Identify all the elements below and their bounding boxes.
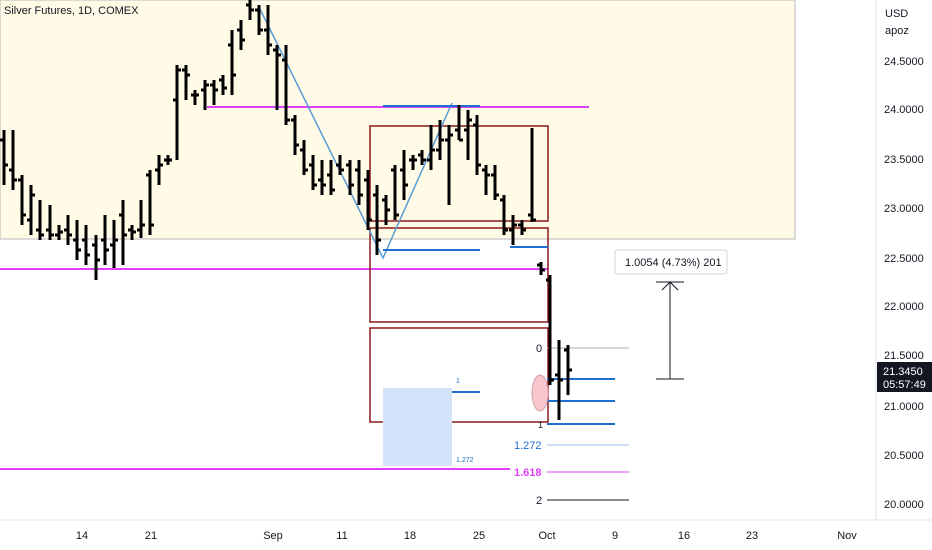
time-axis-label: 21: [145, 530, 157, 542]
price-axis-label: 21.5000: [884, 350, 924, 362]
price-axis-label: 23.5000: [884, 154, 924, 166]
fib-small-label-1272: 1.272: [456, 457, 474, 464]
fib-label-1272: 1.272: [514, 440, 542, 452]
range-box-bottom: [369, 327, 549, 423]
price-axis-label: 24.5000: [884, 56, 924, 68]
time-axis-label: 18: [404, 530, 416, 542]
price-axis[interactable]: 24.5000 24.0000 23.5000 23.0000 22.5000 22.00…: [884, 56, 924, 511]
fib-extension-area: [383, 388, 452, 466]
current-price-tag: [877, 362, 932, 392]
range-box-middle: [369, 227, 549, 323]
time-axis-label: Sep: [263, 530, 283, 542]
chart-title: Silver Futures, 1D, COMEX: [4, 5, 139, 17]
time-axis-label: 11: [336, 530, 347, 542]
countdown-timer: 05:57:49: [883, 379, 926, 391]
supply-zone: [0, 0, 796, 240]
ohlc-bars: [0, 0, 572, 420]
price-axis-label: 23.0000: [884, 203, 924, 215]
fib-small-label-1: 1: [456, 378, 460, 385]
user-label: apoz: [885, 25, 909, 37]
time-axis-label: 23: [746, 530, 758, 542]
time-axis[interactable]: 14 21 Sep 11 18 25 Oct 9 16 23 Nov: [76, 530, 857, 542]
currency-selector[interactable]: USD apoz: [885, 6, 909, 40]
time-axis-label: Nov: [837, 530, 857, 542]
fib-label-0: 0: [536, 343, 542, 355]
time-axis-label: 14: [76, 530, 88, 542]
measure-label-box[interactable]: [614, 249, 728, 275]
time-axis-label: 25: [473, 530, 485, 542]
time-axis-label: Oct: [538, 530, 555, 542]
currency-label: USD: [885, 8, 909, 20]
fib-label-2: 2: [536, 495, 542, 507]
measure-label: 1.0054 (4.73%) 201: [625, 257, 722, 269]
fib-label-1: 1: [538, 420, 543, 430]
price-axis-label: 20.0000: [884, 499, 924, 511]
fib-label-1618: 1.618: [514, 467, 542, 479]
price-axis-label: 20.5000: [884, 450, 924, 462]
price-axis-label: 22.5000: [884, 253, 924, 265]
trend-line: [257, 4, 453, 260]
price-axis-label: 24.0000: [884, 104, 924, 116]
price-axis-label: 22.0000: [884, 301, 924, 313]
current-price: 21.3450: [883, 366, 923, 378]
highlight-ellipse: [531, 374, 549, 412]
price-axis-label: 21.0000: [884, 401, 924, 413]
time-axis-label: 9: [612, 530, 618, 542]
time-axis-label: 16: [678, 530, 690, 542]
